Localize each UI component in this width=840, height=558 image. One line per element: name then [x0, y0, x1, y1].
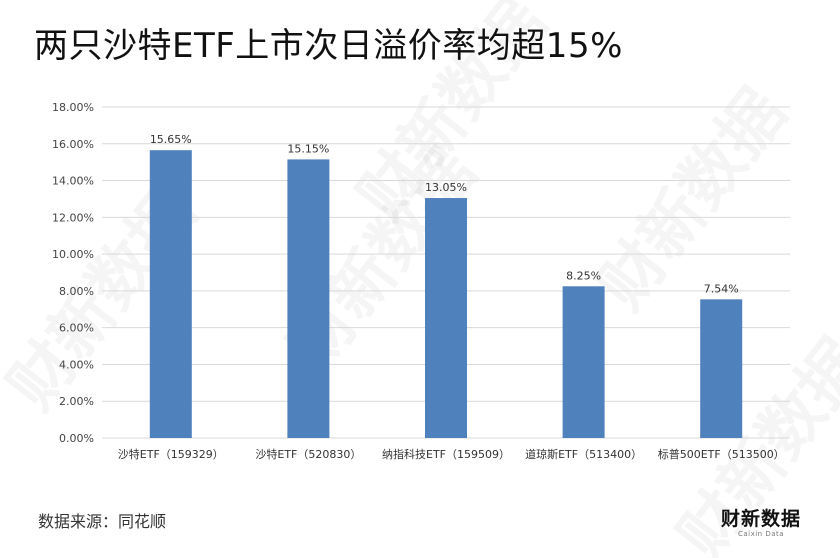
y-tick-label: 6.00%	[59, 322, 94, 335]
bar	[425, 198, 467, 438]
x-tick-label: 纳指科技ETF（159509）	[382, 447, 510, 461]
x-tick-label: 道琼斯ETF（513400）	[525, 447, 642, 461]
data-label: 15.65%	[150, 133, 192, 146]
data-label: 7.54%	[704, 282, 739, 295]
y-tick-label: 4.00%	[59, 358, 94, 371]
data-label: 13.05%	[425, 181, 467, 194]
logo-sub-text: Caixin Data	[737, 530, 785, 538]
y-tick-label: 16.00%	[52, 138, 94, 151]
data-label: 15.15%	[287, 142, 329, 155]
bar	[287, 159, 330, 439]
y-tick-label: 8.00%	[59, 285, 94, 298]
y-tick-label: 10.00%	[52, 248, 94, 261]
page-title: 两只沙特ETF上市次日溢价率均超15%	[34, 26, 623, 66]
y-tick-label: 2.00%	[59, 395, 94, 408]
x-tick-label: 沙特ETF（159329）	[118, 447, 224, 461]
caixin-data-logo: 财新数据 Caixin Data	[716, 508, 806, 539]
bar	[562, 286, 605, 438]
y-tick-label: 14.00%	[52, 175, 94, 188]
bar-chart: 0.00% 2.00% 4.00% 6.00% 8.00% 10.00% 12.00% 14.…	[52, 101, 790, 461]
data-source: 数据来源：同花顺	[38, 512, 167, 531]
x-tick-label: 沙特ETF（520830）	[255, 447, 361, 461]
bar	[149, 150, 192, 439]
y-tick-label: 18.00%	[52, 101, 94, 114]
x-tick-label: 标普500ETF（513500）	[658, 447, 785, 461]
data-label: 8.25%	[566, 269, 601, 282]
y-tick-label: 12.00%	[52, 211, 94, 224]
bar	[700, 299, 743, 438]
y-tick-label: 0.00%	[59, 432, 94, 445]
logo-main-text: 财新数据	[720, 508, 801, 530]
